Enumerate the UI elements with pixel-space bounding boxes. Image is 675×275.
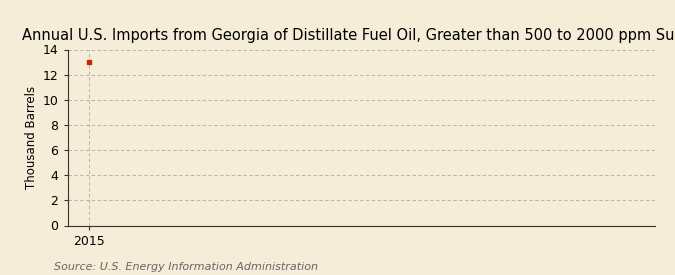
Title: Annual U.S. Imports from Georgia of Distillate Fuel Oil, Greater than 500 to 200: Annual U.S. Imports from Georgia of Dist… (22, 28, 675, 43)
Y-axis label: Thousand Barrels: Thousand Barrels (26, 86, 38, 189)
Text: Source: U.S. Energy Information Administration: Source: U.S. Energy Information Administ… (54, 262, 318, 272)
